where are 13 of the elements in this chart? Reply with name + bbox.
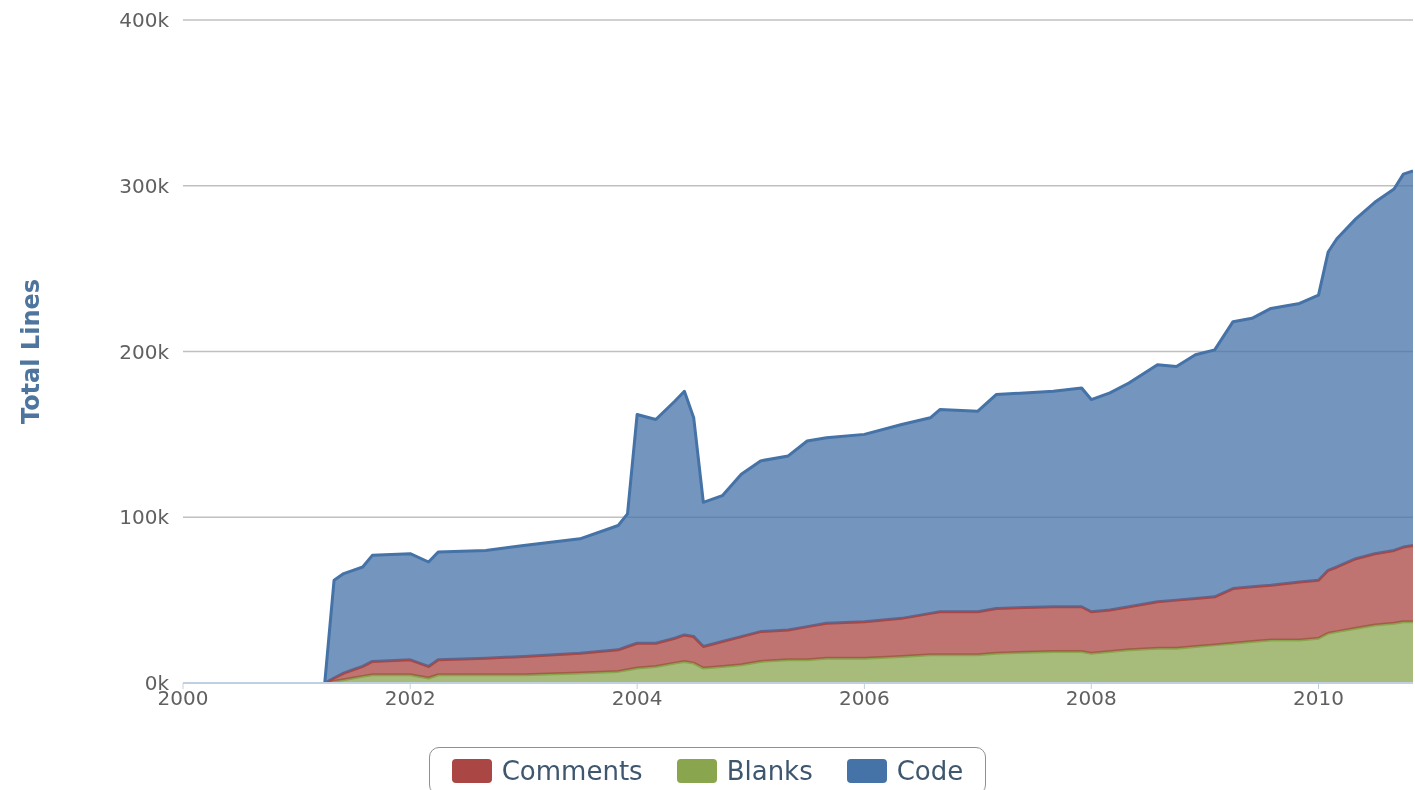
y-axis-title: Total Lines bbox=[16, 278, 45, 425]
x-tick-label: 2002 bbox=[384, 686, 436, 711]
x-tick-label: 2004 bbox=[611, 686, 663, 711]
legend-label: Comments bbox=[501, 756, 643, 786]
y-tick-label: 400k bbox=[119, 8, 170, 33]
y-tick-label: 300k bbox=[119, 173, 170, 198]
x-tick-label: 2010 bbox=[1293, 686, 1344, 711]
x-tick-label: 2006 bbox=[838, 686, 890, 711]
legend-label: Code bbox=[896, 756, 964, 786]
y-tick-label: 100k bbox=[119, 505, 170, 530]
y-tick-label: 200k bbox=[119, 339, 170, 364]
legend-label: Blanks bbox=[726, 756, 813, 786]
x-tick-label: 2008 bbox=[1065, 686, 1117, 711]
